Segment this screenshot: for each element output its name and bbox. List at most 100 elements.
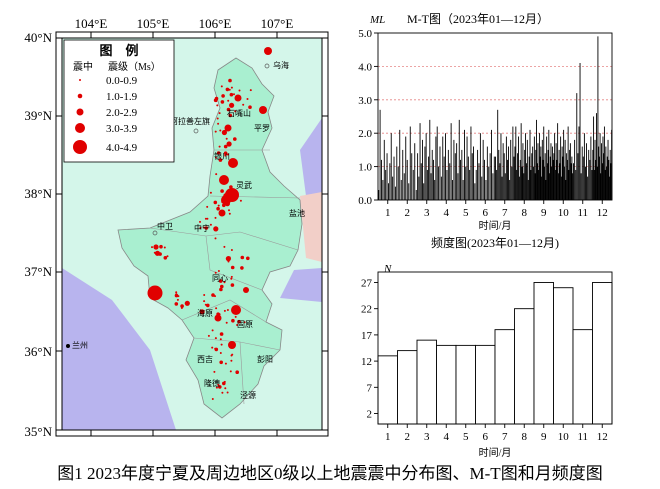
epicenter-marker bbox=[163, 255, 168, 260]
epicenter-marker bbox=[220, 284, 224, 289]
epicenter-marker bbox=[221, 94, 225, 98]
epicenter-marker bbox=[228, 88, 231, 91]
epicenter-marker bbox=[215, 173, 218, 176]
freq-chart-xlabel: 时间/月 bbox=[479, 446, 512, 459]
epicenter-marker bbox=[214, 156, 217, 159]
lat-label-40: 40°N bbox=[24, 30, 52, 45]
epicenter-marker bbox=[231, 318, 235, 323]
mt-x-tick-label: 1 bbox=[385, 207, 391, 219]
epicenter-marker bbox=[224, 387, 227, 390]
epicenter-marker bbox=[175, 293, 178, 296]
freq-x-tick-label: 7 bbox=[502, 431, 508, 443]
mt-x-tick-label: 9 bbox=[541, 207, 547, 219]
epicenter-marker bbox=[203, 294, 206, 296]
freq-x-tick-label: 9 bbox=[541, 431, 547, 443]
epicenter-marker bbox=[223, 130, 226, 132]
freq-x-tick-label: 3 bbox=[424, 431, 430, 443]
mt-chart: M-T图（2023年01—12月） ML 0.01.02.03.04.05.0 … bbox=[358, 12, 613, 232]
epicenter-marker bbox=[175, 291, 178, 294]
lon-label-105: 105°E bbox=[137, 16, 170, 31]
freq-y-tick-label: 2 bbox=[367, 409, 373, 421]
epicenter-marker bbox=[219, 332, 224, 336]
place-lanzhou: 兰州 bbox=[72, 340, 88, 350]
legend-title: 图 例 bbox=[99, 43, 138, 58]
place-shizuishan: 石嘴山 bbox=[227, 108, 251, 118]
epicenter-marker bbox=[206, 217, 209, 220]
epicenter-marker bbox=[217, 122, 220, 125]
freq-y-tick-label: 12 bbox=[361, 356, 372, 368]
epicenter-marker bbox=[235, 370, 239, 375]
epicenter-marker bbox=[219, 129, 222, 132]
place-lingwu: 灵武 bbox=[236, 180, 252, 190]
place-pingluo: 平罗 bbox=[254, 124, 270, 133]
map-tick-marks bbox=[56, 32, 328, 436]
epicenter-marker bbox=[229, 92, 234, 97]
freq-x-tick-label: 8 bbox=[522, 431, 528, 443]
epicenter-marker bbox=[203, 226, 205, 229]
earthquake-markers bbox=[147, 47, 272, 400]
epicenter-marker bbox=[225, 137, 228, 140]
epicenter-marker bbox=[147, 285, 163, 301]
map-county-boundaries bbox=[149, 149, 301, 405]
epicenter-marker bbox=[223, 380, 226, 383]
freq-bar bbox=[455, 344, 476, 425]
lon-label-107: 107°E bbox=[261, 16, 294, 31]
legend-header-epicenter: 震中 bbox=[73, 60, 93, 73]
epicenter-marker bbox=[240, 255, 245, 260]
epicenter-marker bbox=[206, 303, 210, 308]
epicenter-marker bbox=[214, 237, 217, 240]
epicenter-marker bbox=[209, 223, 212, 226]
epicenter-marker bbox=[216, 206, 220, 211]
epicenter-marker bbox=[238, 89, 241, 92]
freq-monthly-bars bbox=[377, 282, 613, 425]
lat-label-39: 39°N bbox=[24, 108, 52, 123]
epicenter-marker bbox=[230, 359, 233, 362]
epicenter-marker bbox=[219, 287, 223, 292]
epicenter-marker bbox=[217, 383, 220, 386]
epicenter-marker bbox=[218, 112, 221, 115]
epicenter-marker bbox=[207, 334, 210, 337]
epicenter-marker bbox=[213, 200, 218, 205]
epicenter-map: 104°E 105°E 106°E 107°E 40°N 39°N 38°N 3… bbox=[24, 16, 329, 439]
epicenter-marker bbox=[218, 158, 223, 162]
legend-item-1: 1.0-1.9 bbox=[106, 91, 138, 103]
lon-label-104: 104°E bbox=[75, 16, 108, 31]
epicenter-marker bbox=[211, 346, 214, 349]
freq-y-tick-label: 22 bbox=[361, 304, 372, 316]
mt-x-tick-label: 5 bbox=[463, 207, 469, 219]
freq-chart-ylabel: N bbox=[383, 263, 392, 275]
epicenter-marker bbox=[230, 275, 233, 278]
place-tongxin: 同心 bbox=[212, 274, 228, 283]
epicenter-marker bbox=[240, 266, 244, 270]
epicenter-marker bbox=[231, 353, 234, 356]
mt-x-tick-label: 3 bbox=[424, 207, 430, 219]
epicenter-marker bbox=[180, 304, 184, 308]
lon-label-106: 106°E bbox=[199, 16, 232, 31]
freq-bar bbox=[377, 355, 398, 425]
map-ningxia-region bbox=[117, 57, 303, 419]
freq-bar bbox=[592, 282, 613, 425]
freq-x-tick-label: 11 bbox=[577, 431, 588, 443]
epicenter-marker bbox=[243, 321, 246, 324]
epicenter-marker bbox=[248, 105, 252, 109]
epicenter-marker bbox=[234, 315, 237, 318]
mt-x-tick-label: 7 bbox=[502, 207, 508, 219]
epicenter-marker bbox=[151, 246, 153, 249]
epicenter-marker bbox=[224, 124, 232, 132]
freq-x-tick-label: 10 bbox=[558, 431, 570, 443]
epicenter-marker bbox=[223, 281, 226, 284]
epicenter-marker bbox=[213, 226, 219, 232]
place-pengyang: 彭阳 bbox=[257, 354, 273, 364]
epicenter-marker bbox=[228, 78, 232, 83]
legend-header-magnitude: 震级（Ms） bbox=[108, 61, 161, 73]
freq-bar bbox=[416, 339, 437, 425]
epicenter-marker bbox=[215, 307, 218, 310]
epicenter-marker bbox=[174, 302, 179, 306]
place-labels: 乌海 石嘴山 平罗 阿拉善左旗 银川 灵武 盐池 中卫 中宁 同心 海原 固原 … bbox=[66, 60, 305, 400]
epicenter-marker bbox=[211, 293, 215, 297]
epicenter-marker bbox=[233, 93, 235, 96]
epicenter-marker bbox=[209, 191, 212, 194]
epicenter-marker bbox=[219, 352, 222, 354]
mt-magnitude-bars bbox=[378, 36, 613, 200]
